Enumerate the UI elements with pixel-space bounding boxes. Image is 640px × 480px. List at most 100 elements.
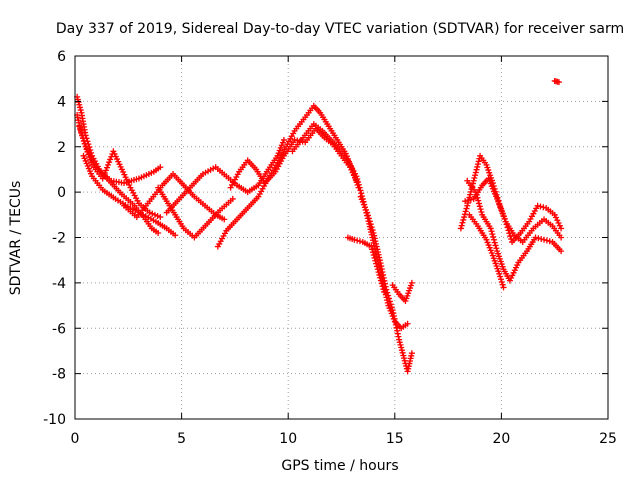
data-point — [464, 202, 471, 209]
data-point — [498, 278, 505, 285]
data-point — [79, 132, 86, 139]
series-track-m — [389, 279, 415, 305]
x-axis-label: GPS time / hours — [281, 458, 398, 474]
data-point — [386, 295, 393, 302]
data-point — [558, 225, 565, 232]
data-point — [471, 175, 478, 182]
data-point — [379, 283, 386, 290]
data-point — [459, 219, 466, 226]
series-track-c — [76, 123, 164, 221]
data-point — [474, 163, 481, 170]
data-point — [460, 216, 467, 223]
data-point — [532, 234, 539, 241]
data-point — [461, 214, 468, 221]
data-point — [354, 237, 361, 244]
data-point — [503, 221, 510, 228]
data-point — [538, 236, 545, 243]
data-point — [500, 284, 507, 291]
data-point — [387, 301, 394, 308]
data-point — [377, 274, 384, 281]
data-point — [558, 234, 565, 241]
data-point — [151, 211, 158, 218]
y-tick-label: 6 — [57, 49, 66, 65]
data-point — [373, 260, 380, 267]
data-point — [534, 202, 541, 209]
data-point — [157, 164, 164, 171]
data-point — [77, 126, 84, 133]
data-point — [149, 210, 156, 217]
data-point — [172, 232, 179, 239]
data-point — [476, 203, 483, 210]
data-point — [555, 79, 562, 86]
data-point — [378, 280, 385, 287]
data-point — [472, 189, 479, 196]
data-point — [366, 218, 373, 225]
series-outlier — [551, 77, 562, 86]
data-point — [81, 140, 88, 147]
data-point — [457, 225, 464, 232]
data-point — [102, 167, 109, 174]
data-point — [474, 161, 481, 168]
data-point — [496, 270, 503, 277]
data-point — [369, 227, 376, 234]
data-point — [497, 276, 504, 283]
y-axis-label: SDTVAR / TECUs — [8, 181, 24, 296]
data-points — [74, 77, 565, 375]
data-point — [556, 222, 563, 229]
data-point — [356, 184, 363, 191]
data-point — [492, 242, 499, 249]
data-point — [367, 221, 374, 228]
data-point — [499, 210, 506, 217]
data-point — [490, 233, 497, 240]
data-point — [540, 204, 547, 211]
data-point — [505, 227, 512, 234]
y-tick-label: -2 — [52, 231, 66, 247]
data-point — [496, 201, 503, 208]
data-point — [368, 243, 375, 250]
data-point — [386, 298, 393, 305]
data-point — [506, 230, 513, 237]
data-point — [371, 254, 378, 261]
series-track-g — [163, 136, 287, 216]
data-point — [76, 123, 83, 130]
data-point — [370, 252, 377, 259]
data-point — [354, 176, 361, 183]
series-track-q — [466, 211, 507, 291]
y-tick-label: -8 — [52, 367, 66, 383]
series-track-o — [462, 175, 565, 246]
data-point — [477, 206, 484, 213]
y-tick-label: 2 — [57, 140, 66, 156]
data-point — [558, 248, 565, 255]
data-point — [365, 215, 372, 222]
data-point — [502, 218, 509, 225]
data-point — [537, 203, 544, 210]
data-point — [355, 178, 362, 185]
data-point — [357, 187, 364, 194]
data-point — [80, 137, 87, 144]
data-point — [351, 236, 358, 243]
data-point — [555, 219, 562, 226]
data-point — [535, 235, 542, 242]
data-point — [491, 239, 498, 246]
series-track-a — [74, 93, 164, 187]
data-point — [372, 257, 379, 264]
data-point — [229, 195, 236, 202]
data-point — [369, 246, 376, 253]
data-point — [103, 164, 110, 171]
x-tick-label: 25 — [599, 431, 617, 447]
data-point — [79, 134, 86, 141]
data-point — [408, 279, 415, 286]
data-point — [280, 136, 287, 143]
data-point — [489, 231, 496, 238]
data-point — [499, 281, 506, 288]
data-point — [493, 245, 500, 252]
data-point — [374, 266, 381, 273]
data-point — [495, 198, 502, 205]
data-point — [473, 191, 480, 198]
data-point — [462, 208, 469, 215]
y-tick-label: 0 — [57, 185, 66, 201]
x-tick-label: 15 — [386, 431, 404, 447]
series-track-i — [227, 125, 360, 191]
x-tick-label: 20 — [492, 431, 510, 447]
